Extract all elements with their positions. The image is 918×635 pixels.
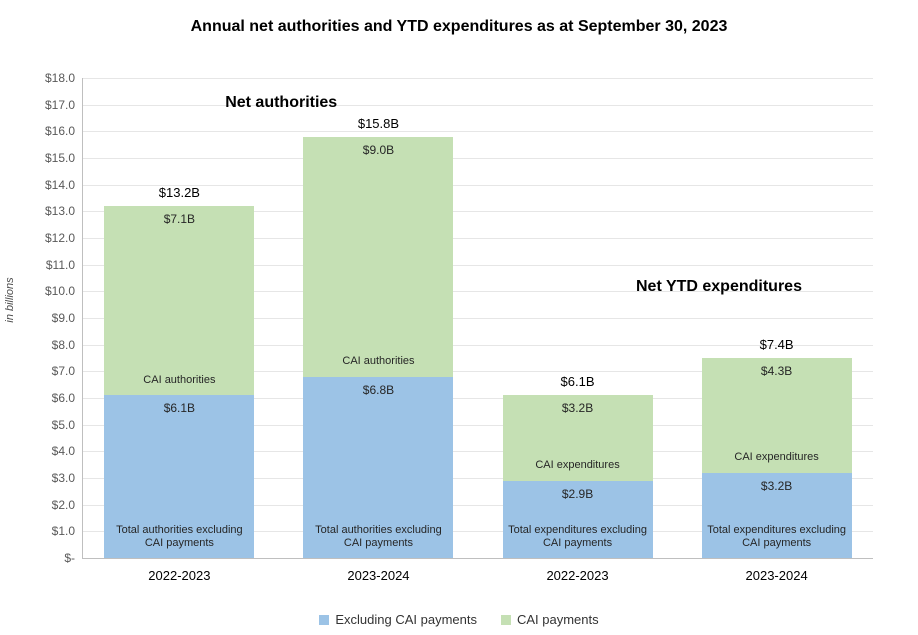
- gridline: [83, 105, 873, 106]
- y-tick-label: $4.0: [52, 444, 83, 458]
- legend-label: Excluding CAI payments: [335, 612, 477, 627]
- chart-container: Annual net authorities and YTD expenditu…: [0, 0, 918, 635]
- segment-value-label: $2.9B: [503, 487, 653, 501]
- segment-desc-label: CAI expenditures: [507, 459, 649, 472]
- segment-desc-label: CAI authorities: [108, 374, 250, 387]
- x-category-label: 2022-2023: [503, 568, 653, 583]
- x-category-label: 2022-2023: [104, 568, 254, 583]
- gridline: [83, 78, 873, 79]
- y-tick-label: $17.0: [45, 98, 83, 112]
- y-tick-label: $14.0: [45, 178, 83, 192]
- section-label: Net authorities: [225, 94, 337, 112]
- segment-value-label: $3.2B: [702, 479, 852, 493]
- bar-segment-cai: $9.0B CAI authorities: [303, 137, 453, 377]
- section-label: Net YTD expenditures: [636, 278, 802, 296]
- y-tick-label: $13.0: [45, 204, 83, 218]
- y-tick-label: $2.0: [52, 498, 83, 512]
- y-tick-label: $10.0: [45, 284, 83, 298]
- y-tick-label: $18.0: [45, 71, 83, 85]
- gridline: [83, 131, 873, 132]
- y-tick-label: $7.0: [52, 364, 83, 378]
- segment-desc-label: Total authorities excluding CAI payments: [307, 524, 449, 550]
- segment-value-label: $3.2B: [503, 401, 653, 415]
- y-tick-label: $15.0: [45, 151, 83, 165]
- y-tick-label: $16.0: [45, 124, 83, 138]
- bar-total-label: $13.2B: [104, 185, 254, 206]
- y-tick-label: $-: [64, 551, 83, 565]
- legend-item: CAI payments: [501, 611, 599, 627]
- gridline: [83, 158, 873, 159]
- segment-value-label: $6.8B: [303, 383, 453, 397]
- bar-segment-excluding: $6.8B Total authorities excluding CAI pay…: [303, 377, 453, 558]
- bar-auth-2022-2023: $6.1B Total authorities excluding CAI pay…: [104, 206, 254, 558]
- bar-segment-cai: $4.3B CAI expenditures: [702, 358, 852, 473]
- bar-total-label: $6.1B: [503, 374, 653, 395]
- legend-swatch: [319, 615, 329, 625]
- bar-segment-cai: $7.1B CAI authorities: [104, 206, 254, 395]
- segment-value-label: $6.1B: [104, 401, 254, 415]
- bar-segment-cai: $3.2B CAI expenditures: [503, 395, 653, 480]
- bar-auth-2023-2024: $6.8B Total authorities excluding CAI pay…: [303, 137, 453, 558]
- segment-desc-label: CAI authorities: [307, 355, 449, 368]
- legend-label: CAI payments: [517, 612, 599, 627]
- legend-item: Excluding CAI payments: [319, 611, 477, 627]
- segment-desc-label: CAI expenditures: [706, 451, 848, 464]
- legend-swatch: [501, 615, 511, 625]
- x-category-label: 2023-2024: [702, 568, 852, 583]
- x-category-label: 2023-2024: [303, 568, 453, 583]
- bar-exp-2022-2023: $2.9B Total expenditures excluding CAI pa…: [503, 395, 653, 558]
- segment-desc-label: Total expenditures excluding CAI payment…: [507, 524, 649, 550]
- y-tick-label: $1.0: [52, 524, 83, 538]
- bar-segment-excluding: $6.1B Total authorities excluding CAI pay…: [104, 395, 254, 558]
- bar-exp-2023-2024: $3.2B Total expenditures excluding CAI pa…: [702, 358, 852, 558]
- y-tick-label: $12.0: [45, 231, 83, 245]
- segment-value-label: $7.1B: [104, 212, 254, 226]
- bar-total-label: $15.8B: [303, 116, 453, 137]
- y-axis-title: in billions: [4, 277, 16, 322]
- segment-value-label: $9.0B: [303, 143, 453, 157]
- bar-total-label: $7.4B: [702, 337, 852, 358]
- bar-segment-excluding: $3.2B Total expenditures excluding CAI pa…: [702, 473, 852, 558]
- y-tick-label: $6.0: [52, 391, 83, 405]
- y-tick-label: $11.0: [46, 258, 83, 272]
- segment-desc-label: Total expenditures excluding CAI payment…: [706, 524, 848, 550]
- plot-area: $-$1.0$2.0$3.0$4.0$5.0$6.0$7.0$8.0$9.0$1…: [82, 78, 873, 559]
- segment-desc-label: Total authorities excluding CAI payments: [108, 524, 250, 550]
- y-tick-label: $8.0: [52, 338, 83, 352]
- chart-title: Annual net authorities and YTD expenditu…: [0, 18, 918, 36]
- segment-value-label: $4.3B: [702, 364, 852, 378]
- bar-segment-excluding: $2.9B Total expenditures excluding CAI pa…: [503, 481, 653, 558]
- y-tick-label: $5.0: [52, 418, 83, 432]
- legend: Excluding CAI payments CAI payments: [0, 611, 918, 627]
- y-tick-label: $3.0: [52, 471, 83, 485]
- y-tick-label: $9.0: [52, 311, 83, 325]
